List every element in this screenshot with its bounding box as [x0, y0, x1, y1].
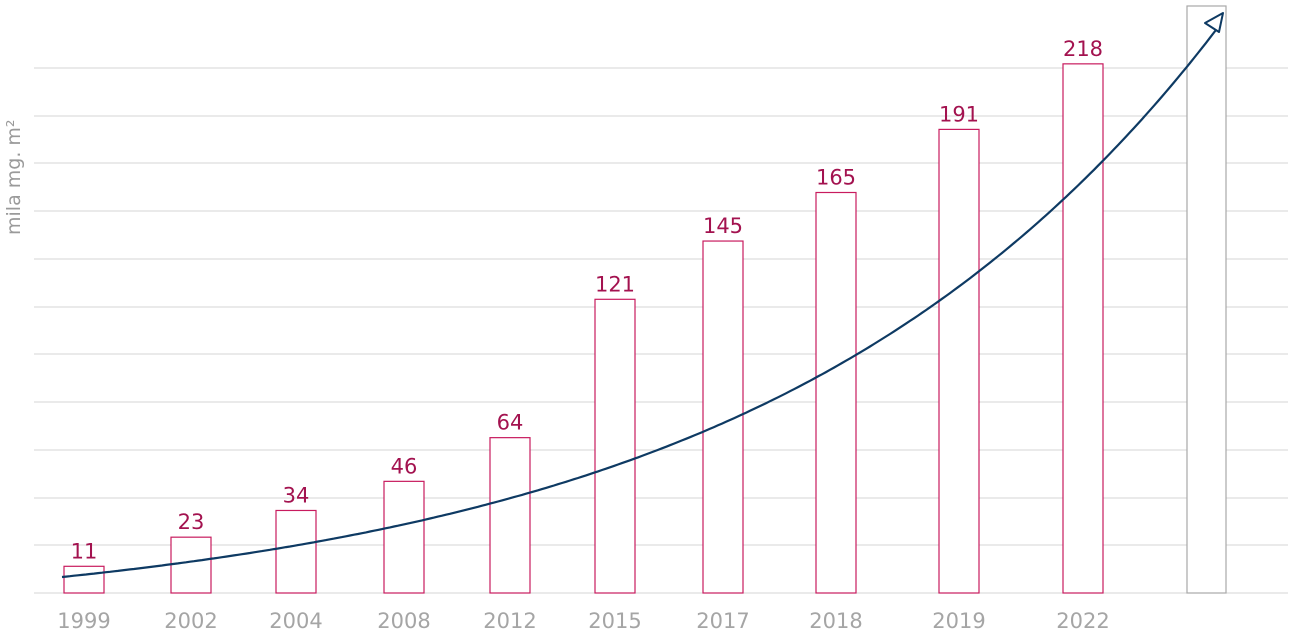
value-label-2017: 145	[703, 214, 743, 238]
y-axis-label: mila mg. m²	[3, 119, 25, 235]
value-label-2008: 46	[391, 454, 418, 478]
bar-2018	[815, 191, 857, 594]
bar-2012	[489, 437, 531, 594]
x-tick-2004: 2004	[269, 609, 322, 633]
empty-bar	[1186, 5, 1227, 594]
x-tick-2019: 2019	[932, 609, 985, 633]
x-tick-2022: 2022	[1056, 609, 1109, 633]
value-label-2004: 34	[283, 483, 310, 507]
x-tick-labels: 1999 2002 2004 2008 2012 2015 2017 2018 2019 2022	[57, 609, 1109, 633]
value-label-2019: 191	[939, 102, 979, 126]
x-tick-2012: 2012	[483, 609, 536, 633]
x-tick-2008: 2008	[377, 609, 430, 633]
trend-arrowhead	[1204, 12, 1224, 33]
bar-2019	[938, 128, 980, 594]
value-label-2002: 23	[178, 510, 205, 534]
value-label-2022: 218	[1063, 37, 1103, 61]
bar-2022	[1062, 63, 1104, 594]
x-tick-1999: 1999	[57, 609, 110, 633]
value-labels: 11 23 34 46 64 121 145 165 191 218	[71, 37, 1103, 563]
x-tick-2017: 2017	[696, 609, 749, 633]
x-tick-2018: 2018	[809, 609, 862, 633]
trend-arrow	[61, 12, 1224, 579]
value-label-2012: 64	[497, 411, 524, 435]
x-tick-2002: 2002	[164, 609, 217, 633]
value-label-2015: 121	[595, 272, 635, 296]
bar-2008	[383, 480, 425, 594]
bar-2004	[275, 509, 317, 594]
bars	[63, 5, 1227, 594]
x-tick-2015: 2015	[588, 609, 641, 633]
bar-1999	[63, 565, 105, 594]
trend-curve	[61, 26, 1219, 579]
bar-2002	[170, 536, 212, 594]
bar-2015	[594, 298, 636, 594]
value-label-2018: 165	[816, 166, 856, 190]
value-label-1999: 11	[71, 539, 98, 563]
